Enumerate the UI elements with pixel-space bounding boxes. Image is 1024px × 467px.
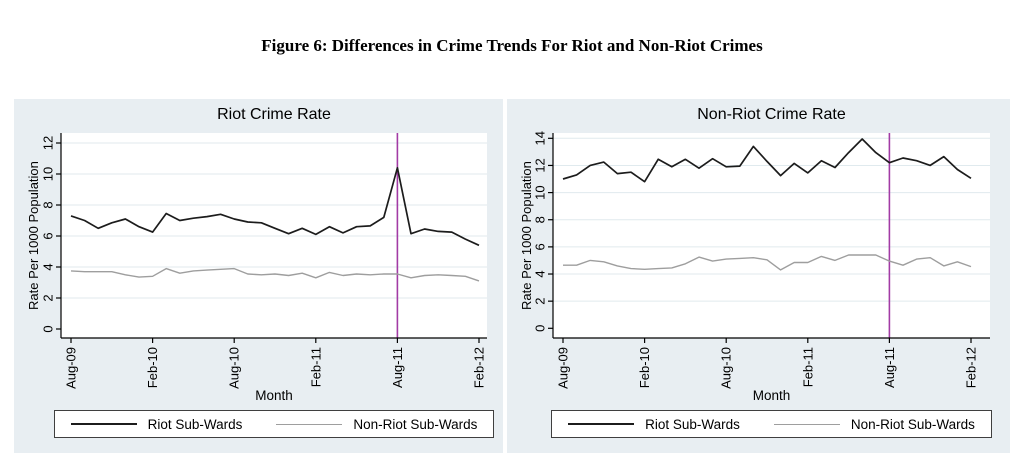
- series-line-riot-sub-wards: [562, 138, 972, 183]
- y-tick-label: 8: [41, 201, 56, 208]
- y-tick-label: 0: [533, 325, 548, 332]
- x-tick-label: Aug-11: [882, 347, 897, 388]
- series-line-non-riot-sub-wards: [563, 254, 972, 271]
- non-riot-crime-rate-panel: Non-Riot Crime Rate Rate Per 1000 Popula…: [507, 99, 1010, 453]
- y-tick-label: 10: [533, 185, 548, 199]
- legend-box: Riot Sub-Wards Non-Riot Sub-Wards: [551, 410, 992, 438]
- x-tick-label: Aug-10: [227, 347, 242, 389]
- y-tick-label: 4: [533, 270, 548, 277]
- chart-title-non-riot: Non-Riot Crime Rate: [697, 106, 846, 123]
- legend-entry: Non-Riot Sub-Wards: [773, 416, 975, 432]
- y-tick-label: 10: [41, 167, 56, 181]
- x-axis-label: Month: [255, 388, 293, 403]
- legend-line-swatch: [70, 423, 137, 425]
- y-tick-label: 12: [533, 158, 548, 172]
- y-tick-label: 6: [533, 243, 548, 250]
- y-tick-label: 12: [41, 136, 56, 150]
- legend-label: Non-Riot Sub-Wards: [850, 416, 975, 432]
- legend-line-swatch: [276, 423, 343, 425]
- y-tick-label: 2: [533, 298, 548, 305]
- legend-entry: Riot Sub-Wards: [70, 416, 243, 432]
- series-line-riot-sub-wards: [70, 166, 480, 247]
- chart-title-riot: Riot Crime Rate: [217, 106, 331, 123]
- x-tick-label: Feb-11: [800, 347, 815, 387]
- y-tick-label: 6: [41, 232, 56, 239]
- legend: Riot Sub-Wards Non-Riot Sub-Wards: [53, 410, 495, 438]
- legend-label: Riot Sub-Wards: [147, 416, 243, 432]
- legend-label: Riot Sub-Wards: [645, 416, 740, 432]
- y-tick-label: 4: [41, 263, 56, 270]
- legend-entry: Non-Riot Sub-Wards: [276, 417, 477, 432]
- legend-line-swatch: [773, 423, 840, 425]
- x-tick-label: Feb-11: [308, 347, 323, 387]
- series-line-non-riot-sub-wards: [70, 267, 480, 282]
- x-tick-label: Aug-10: [719, 347, 734, 389]
- riot-chart-plot: 0 2 4 6 8 10 12 Aug-09 Feb-10 Aug-10 Feb-11 Aug-11 F…: [41, 133, 487, 389]
- legend-box: Riot Sub-Wards Non-Riot Sub-Wards: [53, 410, 495, 438]
- legend: Riot Sub-Wards Non-Riot Sub-Wards: [551, 410, 992, 438]
- x-tick-label: Aug-09: [556, 347, 571, 389]
- x-tick-label: Feb-12: [964, 347, 979, 388]
- riot-crime-rate-panel: Riot Crime Rate Rate Per 1000 Population…: [14, 99, 503, 453]
- x-axis-label: Month: [752, 388, 791, 403]
- non-riot-chart-plot: 0 2 4 6 8 10 12 14 Aug-09 Feb-10 Aug-10 Feb-11 Aug-1…: [533, 131, 990, 389]
- x-tick-label: Aug-09: [64, 347, 79, 389]
- x-tick-label: Feb-10: [145, 347, 160, 388]
- y-tick-label: 8: [533, 216, 548, 223]
- legend-label: Non-Riot Sub-Wards: [353, 416, 478, 432]
- x-tick-label: Feb-12: [472, 347, 487, 388]
- y-tick-label: 14: [533, 131, 548, 145]
- x-tick-label: Aug-11: [390, 347, 405, 388]
- legend-line-swatch: [568, 423, 635, 425]
- legend-entry: Riot Sub-Wards: [568, 417, 740, 432]
- y-tick-label: 0: [41, 325, 56, 332]
- y-tick-label: 2: [41, 294, 56, 301]
- x-tick-label: Feb-10: [637, 347, 652, 388]
- figure-title: Figure 6: Differences in Crime Trends Fo…: [261, 36, 763, 55]
